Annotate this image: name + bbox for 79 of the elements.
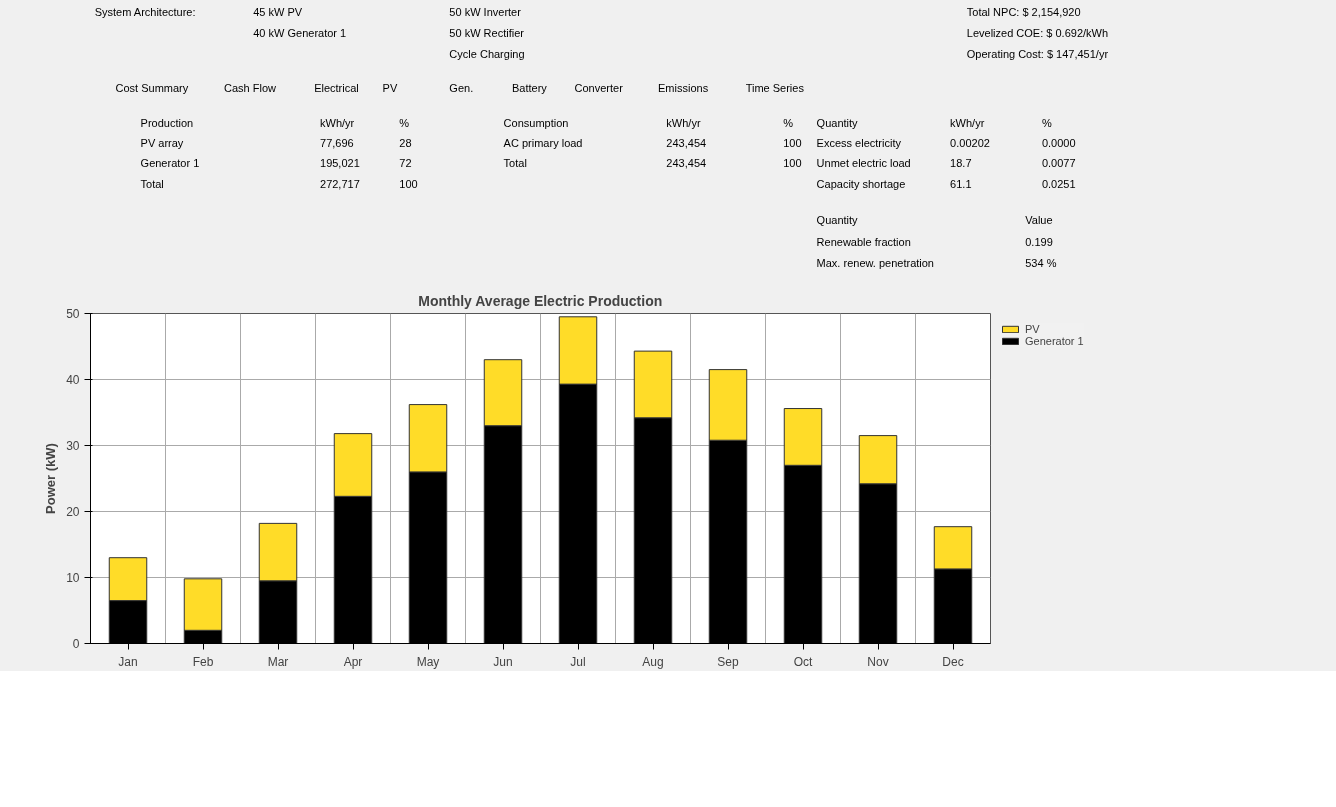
text: 28: [399, 137, 412, 149]
x-tick-label: Apr: [343, 654, 363, 669]
y-tick-label: 30: [66, 439, 80, 453]
text: 72: [399, 157, 412, 170]
x-tick-label: May: [416, 654, 440, 669]
text: kWh/yr: [666, 116, 701, 129]
text: 0.0000: [1041, 137, 1076, 149]
text: Unmet electric load: [816, 157, 911, 170]
text: Converter: [574, 82, 624, 95]
y-tick-label: 0: [72, 637, 80, 651]
x-tick-label: Jan: [118, 654, 138, 669]
text: 243,454: [666, 157, 707, 170]
x-tick-label: Jul: [570, 654, 586, 669]
text: 100: [399, 177, 418, 190]
text: 50 kW Rectifier: [449, 27, 525, 40]
text: Cycle Charging: [449, 48, 525, 61]
y-tick-label: 40: [66, 373, 80, 387]
text: 0.0251: [1041, 177, 1076, 190]
text: Quantity: [816, 116, 859, 129]
text: 77,696: [320, 137, 354, 149]
text: Excess electricity: [816, 137, 902, 149]
text: 100: [783, 157, 802, 170]
text: 195,021: [320, 157, 360, 170]
chart-title: Monthly Average Electric Production: [418, 292, 663, 309]
text: Max. renew. penetration: [816, 256, 934, 269]
text: 272,717: [320, 177, 360, 190]
text: Levelized COE: $ 0.692/kWh: [966, 27, 1109, 40]
y-tick-label: 50: [66, 307, 80, 321]
text: 40 kW Generator 1: [253, 27, 347, 40]
y-tick-label: 20: [66, 505, 80, 519]
text: Time Series: [745, 82, 805, 95]
text: Quantity: [816, 214, 859, 227]
text: Total: [503, 157, 527, 170]
text: Battery: [511, 82, 548, 95]
text: %: [1041, 116, 1052, 129]
x-tick-label: Oct: [793, 654, 813, 669]
text: 0.0077: [1041, 157, 1076, 170]
legend-label: Generator 1: [1025, 335, 1084, 347]
text: Cost Summary: [115, 82, 189, 95]
text: 100: [783, 137, 802, 149]
text: Renewable fraction: [816, 235, 911, 248]
text: Capacity shortage: [816, 177, 906, 190]
legend-label: PV: [1025, 323, 1041, 335]
text: kWh/yr: [320, 116, 355, 129]
text: %: [783, 116, 794, 129]
text: 50 kW Inverter: [449, 5, 522, 18]
x-tick-label: Dec: [942, 654, 964, 669]
text: Emissions: [658, 82, 709, 95]
text: Gen.: [449, 82, 474, 95]
text: kWh/yr: [950, 116, 985, 129]
text: Value: [1025, 214, 1053, 227]
x-tick-label: Mar: [267, 654, 289, 669]
text: Generator 1: [140, 157, 200, 170]
text: 0.00202: [950, 137, 990, 149]
text: Operating Cost: $ 147,451/yr: [966, 48, 1109, 61]
text: Consumption: [503, 116, 569, 129]
text: AC primary load: [503, 137, 583, 149]
y-axis-title: Power (kW): [43, 443, 59, 514]
x-tick-label: Aug: [642, 654, 664, 669]
text: Total NPC: $ 2,154,920: [966, 5, 1081, 18]
text: Production: [140, 116, 194, 129]
x-tick-label: Sep: [717, 654, 739, 669]
y-tick-label: 10: [66, 571, 80, 585]
text: Total: [140, 177, 164, 190]
text: 0.199: [1025, 235, 1053, 248]
text: 18.7: [950, 157, 972, 170]
x-tick-label: Jun: [493, 654, 513, 669]
text: 61.1: [950, 177, 972, 190]
text: PV: [382, 82, 398, 95]
text: PV array: [140, 137, 184, 149]
text: 45 kW PV: [253, 5, 303, 18]
text: System Architecture:: [94, 5, 196, 18]
x-tick-label: Nov: [867, 654, 889, 669]
x-tick-label: Feb: [192, 654, 214, 669]
text: 243,454: [666, 137, 707, 149]
text: %: [399, 116, 410, 129]
text: 534 %: [1025, 256, 1057, 269]
text: Electrical: [314, 82, 359, 95]
text: Cash Flow: [224, 82, 277, 95]
